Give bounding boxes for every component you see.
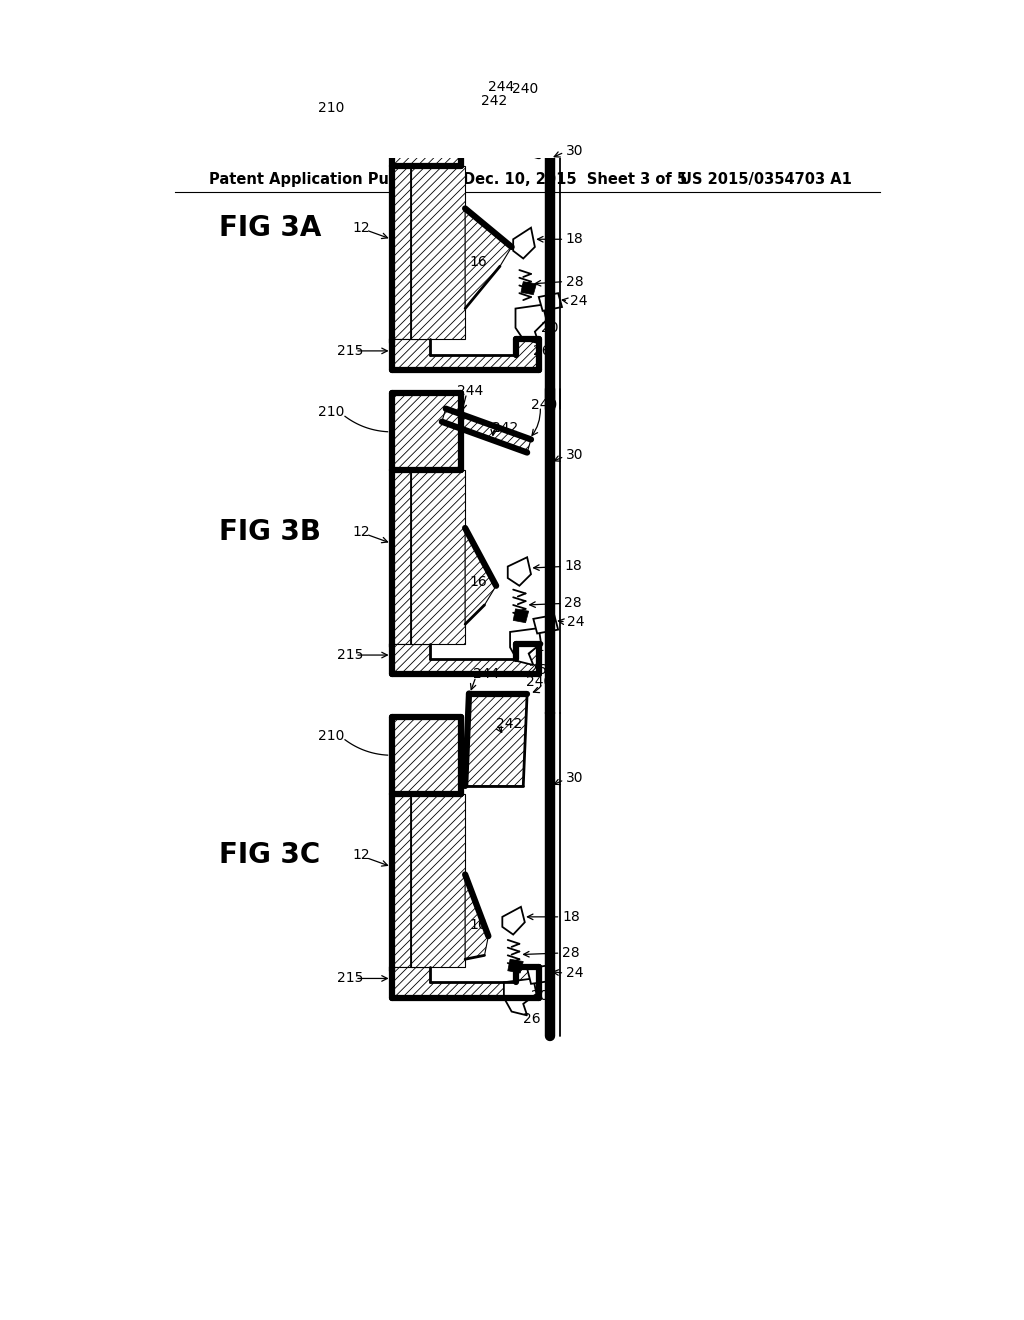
Text: 18: 18	[562, 909, 580, 924]
Polygon shape	[527, 965, 552, 983]
Text: 242: 242	[496, 717, 522, 731]
Text: FIG 3A: FIG 3A	[219, 214, 322, 242]
Text: 18: 18	[564, 560, 582, 573]
Text: 28: 28	[566, 275, 584, 289]
Polygon shape	[521, 281, 537, 294]
Polygon shape	[411, 793, 465, 966]
Text: 24: 24	[567, 615, 585, 628]
Text: FIG 3B: FIG 3B	[219, 517, 322, 546]
Text: US 2015/0354703 A1: US 2015/0354703 A1	[680, 172, 852, 186]
Text: 210: 210	[317, 102, 344, 115]
Text: 30: 30	[566, 144, 584, 157]
Text: 16: 16	[469, 576, 486, 589]
Polygon shape	[508, 557, 531, 586]
Text: 24: 24	[566, 966, 584, 979]
Polygon shape	[391, 90, 461, 166]
Text: FIG 3C: FIG 3C	[219, 841, 321, 870]
Polygon shape	[391, 470, 411, 644]
Text: 215: 215	[337, 648, 364, 663]
Polygon shape	[411, 470, 465, 644]
Polygon shape	[465, 875, 488, 960]
Text: Dec. 10, 2015  Sheet 3 of 5: Dec. 10, 2015 Sheet 3 of 5	[463, 172, 687, 186]
Text: 210: 210	[317, 729, 344, 743]
Polygon shape	[508, 960, 523, 973]
Text: 242: 242	[480, 94, 507, 108]
Text: 28: 28	[564, 597, 582, 610]
Text: 210: 210	[317, 405, 344, 420]
Text: 16: 16	[469, 255, 486, 269]
Polygon shape	[423, 108, 543, 156]
Polygon shape	[510, 628, 541, 665]
Text: 215: 215	[337, 972, 364, 986]
Text: 244: 244	[473, 668, 499, 681]
Text: 18: 18	[566, 232, 584, 247]
Polygon shape	[504, 978, 537, 1015]
Text: 240: 240	[531, 397, 557, 412]
Text: 30: 30	[566, 447, 584, 462]
Polygon shape	[391, 966, 539, 998]
Text: 16: 16	[469, 917, 486, 932]
Polygon shape	[515, 305, 547, 343]
Polygon shape	[513, 609, 528, 623]
Polygon shape	[411, 166, 465, 339]
Polygon shape	[391, 166, 411, 339]
Text: Patent Application Publication: Patent Application Publication	[209, 172, 461, 186]
Polygon shape	[465, 209, 512, 309]
Text: 26: 26	[523, 1012, 541, 1026]
Polygon shape	[391, 644, 539, 675]
Text: 20: 20	[537, 640, 554, 655]
Text: 12: 12	[352, 220, 371, 235]
Polygon shape	[539, 293, 562, 312]
Text: 28: 28	[562, 946, 580, 960]
Text: 240: 240	[525, 675, 552, 689]
Polygon shape	[442, 409, 531, 453]
Text: 26: 26	[534, 345, 551, 358]
Text: 12: 12	[352, 525, 371, 539]
Text: 244: 244	[458, 384, 483, 397]
Text: 20: 20	[541, 321, 558, 335]
Text: 244: 244	[488, 79, 515, 94]
Text: 24: 24	[569, 294, 587, 308]
Text: 12: 12	[352, 849, 371, 862]
Polygon shape	[513, 227, 535, 259]
Text: 240: 240	[512, 82, 538, 96]
Polygon shape	[391, 393, 461, 470]
Polygon shape	[391, 339, 539, 370]
Text: 26: 26	[528, 664, 546, 677]
Polygon shape	[391, 793, 411, 966]
Text: 215: 215	[337, 345, 364, 358]
Polygon shape	[391, 717, 461, 793]
Polygon shape	[465, 528, 496, 624]
Text: 20: 20	[531, 989, 549, 1003]
Text: 242: 242	[493, 421, 518, 434]
Text: 30: 30	[566, 771, 584, 785]
Polygon shape	[534, 615, 558, 634]
Polygon shape	[465, 693, 527, 785]
Polygon shape	[503, 907, 524, 935]
